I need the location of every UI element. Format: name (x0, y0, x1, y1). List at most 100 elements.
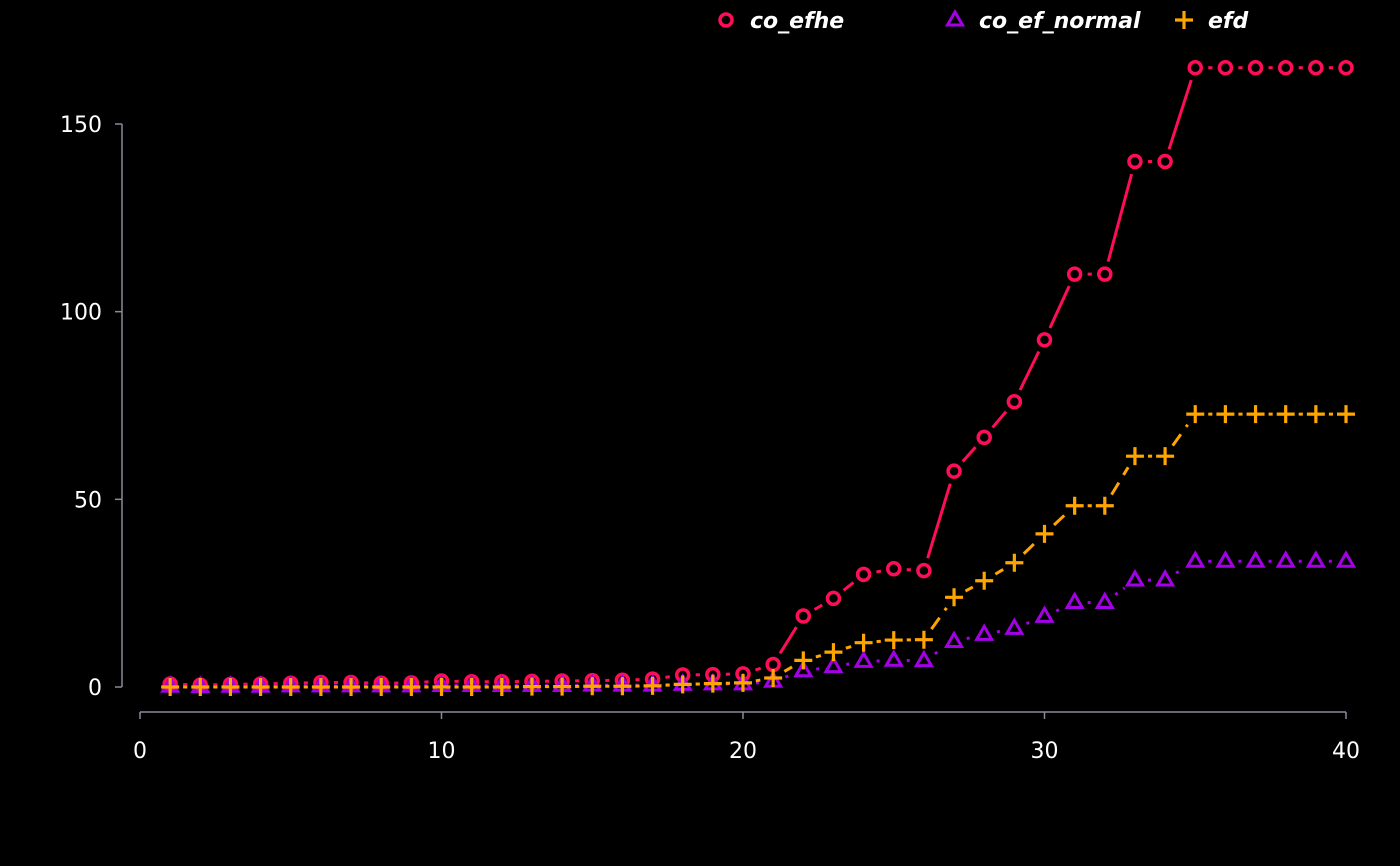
data-point (1277, 59, 1294, 76)
data-point (1337, 405, 1355, 424)
legend-item-co_efhe: co_efhe (718, 9, 844, 34)
data-point (161, 678, 180, 696)
series-segment (961, 446, 977, 463)
data-point (976, 429, 992, 446)
data-point (1185, 550, 1206, 568)
y-tick-label: 0 (88, 676, 102, 701)
data-point (432, 678, 451, 696)
series-lines (183, 66, 1333, 689)
data-point (943, 630, 965, 649)
data-point (342, 678, 361, 696)
data-point (1305, 550, 1326, 568)
data-point (916, 562, 932, 579)
series-markers (160, 59, 1357, 696)
data-point (703, 674, 722, 693)
data-point (1335, 550, 1357, 568)
data-point (1157, 153, 1173, 170)
data-point (673, 675, 692, 694)
data-point (764, 668, 783, 687)
series-segment (964, 585, 974, 593)
data-point (1004, 617, 1025, 635)
data-point (492, 678, 511, 696)
series-segment (783, 665, 793, 673)
data-point (613, 677, 632, 696)
series-segment (991, 410, 1008, 429)
data-point (1306, 405, 1325, 424)
data-point (1217, 59, 1234, 76)
data-point (251, 678, 270, 696)
series-segment (813, 603, 823, 611)
data-point (1155, 568, 1176, 587)
data-point (522, 677, 541, 696)
series-segment (754, 666, 762, 672)
data-point (1276, 405, 1295, 424)
series-segment (966, 635, 972, 641)
data-point (946, 463, 962, 479)
data-point (643, 676, 662, 695)
data-point (553, 677, 572, 696)
data-point (221, 678, 240, 696)
legend-marker (944, 8, 966, 27)
data-point (1035, 524, 1054, 543)
series-segment (1055, 606, 1064, 613)
data-point (1034, 605, 1055, 623)
series-segment (845, 645, 852, 650)
data-point (583, 677, 602, 696)
data-point (1187, 59, 1203, 76)
data-point (1065, 496, 1084, 515)
data-point (1064, 591, 1085, 609)
data-point (913, 649, 934, 668)
data-point (1247, 59, 1264, 76)
legend-label: co_ef_normal (979, 9, 1141, 34)
x-tick-label: 10 (428, 739, 456, 764)
series-segment (1018, 350, 1041, 391)
series-segment (930, 607, 948, 630)
data-point (974, 623, 995, 641)
data-point (1156, 447, 1175, 466)
data-point (191, 678, 210, 696)
series-segment (1167, 79, 1193, 150)
data-point (1006, 393, 1023, 410)
data-point (1215, 550, 1236, 568)
data-point (945, 588, 964, 607)
data-point (1245, 550, 1266, 568)
data-point (886, 561, 902, 577)
data-point (824, 643, 843, 662)
series-line-efd (183, 412, 1333, 689)
data-point (1338, 59, 1354, 76)
series-segment (665, 675, 671, 679)
data-point (883, 649, 904, 667)
data-point (462, 678, 481, 696)
data-point (734, 673, 752, 692)
axes: 0 10 20 30 40 0 50 100 150 (60, 113, 1360, 764)
series-segment (1048, 285, 1071, 329)
y-tick-label: 50 (74, 488, 102, 513)
data-point (975, 571, 994, 590)
y-tick-label: 100 (60, 301, 102, 326)
series-segment (934, 647, 944, 656)
series-segment (1025, 619, 1033, 626)
series-segment (845, 662, 852, 666)
series-segment (1175, 566, 1186, 575)
x-tick-label: 20 (729, 739, 757, 764)
series-markers-efd (161, 405, 1355, 696)
series-segment (842, 581, 855, 592)
series-segment (1052, 513, 1067, 527)
series-segment (1114, 586, 1126, 596)
series-segment (1110, 466, 1130, 496)
series-segment (755, 678, 761, 683)
data-point (1275, 550, 1296, 568)
data-point (823, 655, 844, 674)
data-point (1094, 591, 1115, 609)
legend-label: co_efhe (750, 9, 844, 34)
data-point (1066, 266, 1083, 282)
data-point (402, 678, 421, 696)
data-point (884, 631, 903, 650)
data-point (914, 630, 933, 649)
x-tick-label: 0 (133, 739, 147, 764)
data-point (281, 678, 300, 696)
data-point (795, 608, 812, 624)
data-point (1097, 266, 1113, 282)
